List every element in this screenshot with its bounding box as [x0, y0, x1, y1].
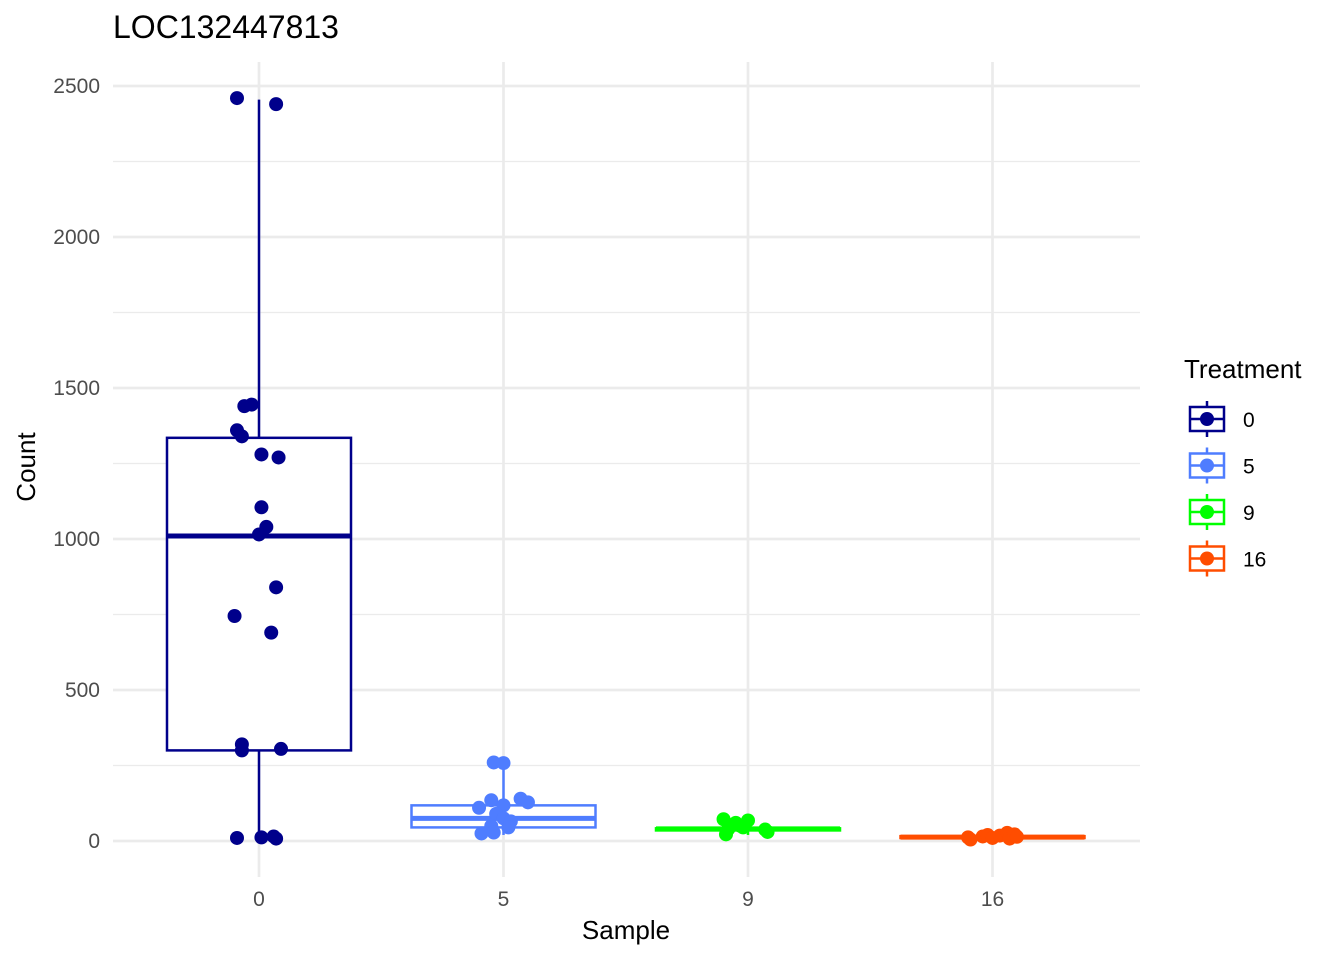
data-point — [274, 741, 289, 756]
data-point — [244, 397, 259, 412]
data-point — [520, 795, 535, 810]
legend-point — [1200, 551, 1214, 566]
data-point — [963, 832, 978, 847]
legend-label: 16 — [1243, 549, 1266, 572]
x-tick-label: 16 — [981, 888, 1004, 911]
y-tick-label: 1500 — [53, 377, 100, 400]
iqr-box — [165, 436, 353, 752]
boxes-layer — [165, 99, 1086, 840]
data-point — [718, 827, 733, 842]
x-tick-label: 0 — [253, 888, 265, 911]
x-axis-title: Sample — [582, 915, 670, 945]
data-point — [229, 830, 244, 845]
x-tick-label: 5 — [498, 888, 510, 911]
legend-key-9 — [1188, 494, 1226, 530]
legend-point — [1200, 458, 1214, 473]
y-tick-label: 2000 — [53, 226, 100, 249]
data-point — [269, 580, 284, 595]
legend: Treatment 0 5 9 16 — [1184, 354, 1302, 577]
y-tick-label: 500 — [65, 679, 100, 702]
legend-label: 0 — [1243, 409, 1255, 432]
legend-key-16 — [1188, 540, 1226, 577]
data-point — [234, 429, 249, 444]
legend-label: 5 — [1243, 456, 1255, 479]
points-5 — [472, 755, 535, 841]
data-point — [501, 820, 516, 835]
data-point — [269, 97, 284, 112]
y-tick-label: 0 — [88, 830, 100, 853]
data-point — [472, 800, 487, 815]
legend-key-0 — [1188, 401, 1226, 437]
data-point — [1009, 829, 1024, 844]
data-point — [736, 820, 751, 835]
points-0 — [227, 91, 289, 846]
data-point — [760, 824, 775, 839]
data-point — [234, 743, 249, 758]
data-point — [254, 500, 269, 515]
chart-title: LOC132447813 — [113, 9, 339, 45]
data-point — [227, 609, 242, 624]
y-axis-tick-labels: 0 500 1000 1500 2000 2500 — [53, 75, 100, 853]
legend-label: 9 — [1243, 502, 1255, 525]
points-layer — [227, 91, 1024, 847]
data-point — [264, 625, 279, 640]
data-point — [254, 447, 269, 462]
data-point — [254, 830, 269, 845]
x-tick-label: 9 — [742, 888, 754, 911]
legend-point — [1200, 412, 1214, 426]
legend-title: Treatment — [1184, 354, 1302, 384]
data-point — [496, 756, 511, 771]
y-tick-label: 2500 — [53, 75, 100, 98]
data-point — [229, 91, 244, 106]
legend-key-5 — [1188, 447, 1226, 484]
y-tick-label: 1000 — [53, 528, 100, 551]
y-axis-title: Count — [11, 432, 41, 502]
x-axis-tick-labels: 0 5 9 16 — [253, 888, 1004, 911]
data-point — [269, 831, 284, 846]
data-point — [486, 825, 501, 840]
box-group-0 — [165, 99, 353, 840]
data-point — [252, 527, 266, 542]
data-point — [474, 826, 489, 841]
data-point — [484, 793, 499, 808]
data-point — [271, 450, 286, 465]
points-16 — [961, 825, 1024, 847]
legend-point — [1200, 505, 1214, 519]
points-9 — [716, 812, 775, 842]
